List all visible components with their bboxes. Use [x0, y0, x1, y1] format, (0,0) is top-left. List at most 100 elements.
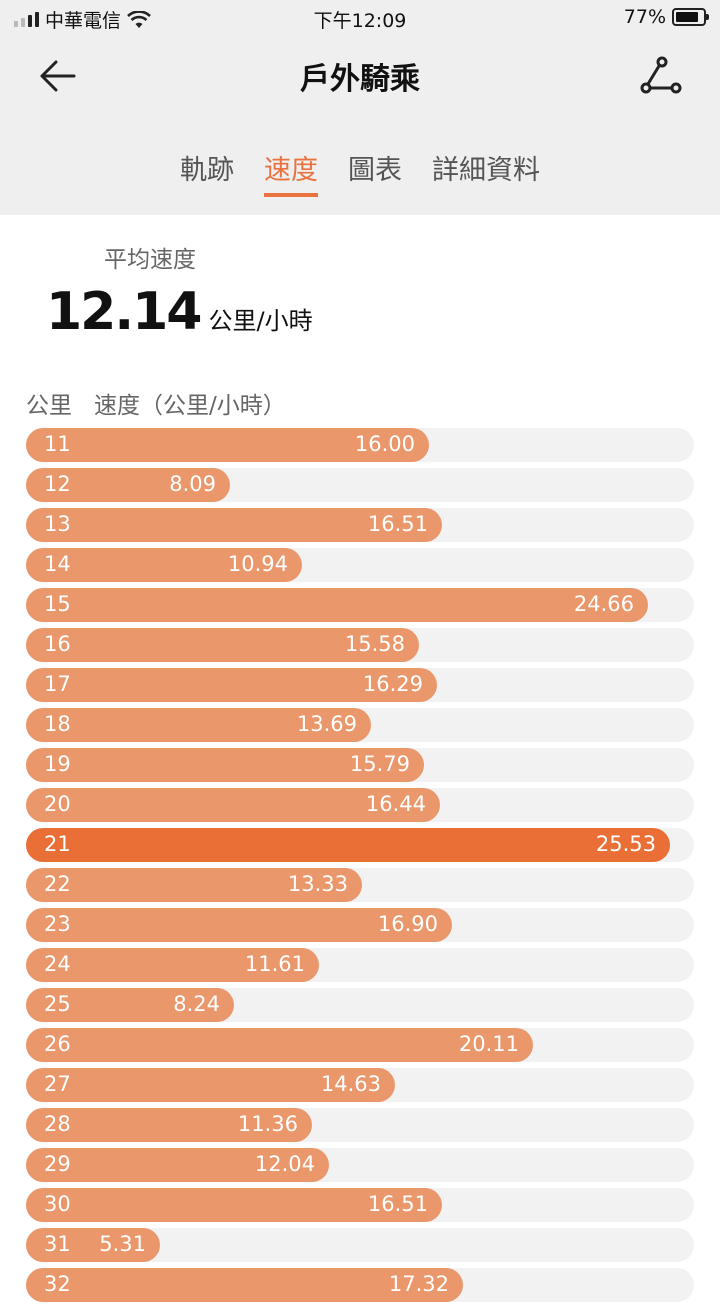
speed-bar: [26, 508, 442, 542]
km-label: 16: [44, 632, 71, 656]
speed-row[interactable]: 12 8.09: [26, 468, 694, 502]
speed-value: 25.53: [595, 832, 656, 856]
speed-value: 16.51: [367, 1192, 428, 1216]
speed-bar: [26, 1148, 329, 1182]
speed-value: 20.11: [458, 1032, 519, 1056]
speed-bar: [26, 788, 440, 822]
speed-value: 8.24: [173, 992, 220, 1016]
km-label: 23: [44, 912, 71, 936]
header: 中華電信 下午12:09 77% 戶外騎乘 軌跡 速度 圖表 詳細資料: [0, 0, 720, 215]
average-speed-value: 12.14: [46, 282, 202, 342]
speed-bar: [26, 1228, 160, 1262]
speed-bar: [26, 948, 319, 982]
speed-bar: [26, 1028, 533, 1062]
signal-icon: [14, 12, 39, 27]
speed-value: 16.90: [377, 912, 438, 936]
status-bar: 中華電信 下午12:09 77%: [0, 0, 720, 36]
speed-row[interactable]: 13 16.51: [26, 508, 694, 542]
km-label: 17: [44, 672, 71, 696]
battery-icon: [672, 8, 709, 26]
speed-row[interactable]: 27 14.63: [26, 1068, 694, 1102]
speed-value: 5.31: [99, 1232, 146, 1256]
tab-bar: 軌跡 速度 圖表 詳細資料: [0, 148, 720, 197]
speed-row[interactable]: 25 8.24: [26, 988, 694, 1022]
speed-bar: [26, 868, 362, 902]
km-label: 30: [44, 1192, 71, 1216]
speed-bar: [26, 588, 648, 622]
speed-row[interactable]: 32 17.32: [26, 1268, 694, 1302]
speed-bar: [26, 988, 234, 1022]
speed-row[interactable]: 31 5.31: [26, 1228, 694, 1262]
km-label: 18: [44, 712, 71, 736]
average-speed: 12.14 公里/小時: [46, 282, 313, 342]
km-label: 22: [44, 872, 71, 896]
speed-value: 16.29: [362, 672, 423, 696]
km-label: 32: [44, 1272, 71, 1296]
speed-bar: [26, 468, 230, 502]
speed-value: 13.33: [287, 872, 348, 896]
speed-row[interactable]: 23 16.90: [26, 908, 694, 942]
column-speed: 速度（公里/小時）: [94, 393, 286, 419]
speed-bar: [26, 668, 437, 702]
speed-value: 17.32: [388, 1272, 449, 1296]
speed-value: 24.66: [573, 592, 634, 616]
tab-details[interactable]: 詳細資料: [432, 155, 540, 186]
speed-bar: [26, 1068, 395, 1102]
speed-row[interactable]: 24 11.61: [26, 948, 694, 982]
back-arrow-icon[interactable]: [36, 54, 80, 98]
average-speed-unit: 公里/小時: [208, 307, 313, 335]
speed-row[interactable]: 15 24.66: [26, 588, 694, 622]
battery-percent: 77%: [623, 6, 666, 28]
speed-row[interactable]: 14 10.94: [26, 548, 694, 582]
speed-row[interactable]: 19 15.79: [26, 748, 694, 782]
tab-track[interactable]: 軌跡: [180, 155, 234, 186]
speed-bar: [26, 708, 371, 742]
km-label: 13: [44, 512, 71, 536]
speed-row[interactable]: 21 25.53: [26, 828, 694, 862]
clock: 下午12:09: [313, 10, 407, 32]
speed-bar: [26, 828, 670, 862]
km-label: 26: [44, 1032, 71, 1056]
km-label: 11: [44, 432, 71, 456]
column-km: 公里: [26, 393, 72, 419]
speed-value: 15.58: [344, 632, 405, 656]
speed-row[interactable]: 11 16.00: [26, 428, 694, 462]
tab-chart[interactable]: 圖表: [348, 155, 402, 186]
speed-row[interactable]: 18 13.69: [26, 708, 694, 742]
speed-row[interactable]: 16 15.58: [26, 628, 694, 662]
speed-bar: [26, 748, 424, 782]
speed-value: 14.63: [320, 1072, 381, 1096]
average-speed-label: 平均速度: [104, 247, 196, 273]
speed-row[interactable]: 29 12.04: [26, 1148, 694, 1182]
speed-value: 16.51: [367, 512, 428, 536]
speed-bar: [26, 908, 452, 942]
speed-row[interactable]: 22 13.33: [26, 868, 694, 902]
km-label: 14: [44, 552, 71, 576]
carrier-name: 中華電信: [45, 10, 122, 32]
km-label: 21: [44, 832, 71, 856]
km-label: 15: [44, 592, 71, 616]
speed-bar: [26, 428, 429, 462]
speed-value: 16.44: [365, 792, 426, 816]
route-share-icon[interactable]: [638, 52, 684, 98]
speed-value: 8.09: [169, 472, 216, 496]
split-list: 11 16.00 12 8.09 13 16.51 14 10.94 15 24.66 16 15.5…: [26, 428, 694, 1308]
km-label: 27: [44, 1072, 71, 1096]
speed-bar: [26, 1188, 442, 1222]
km-label: 19: [44, 752, 71, 776]
table-header: 公里 速度（公里/小時）: [26, 386, 286, 420]
km-label: 24: [44, 952, 71, 976]
speed-value: 16.00: [354, 432, 415, 456]
tab-speed[interactable]: 速度: [264, 148, 318, 197]
speed-row[interactable]: 26 20.11: [26, 1028, 694, 1062]
speed-row[interactable]: 30 16.51: [26, 1188, 694, 1222]
km-label: 25: [44, 992, 71, 1016]
speed-row[interactable]: 20 16.44: [26, 788, 694, 822]
speed-row[interactable]: 17 16.29: [26, 668, 694, 702]
speed-value: 12.04: [254, 1152, 315, 1176]
speed-bar: [26, 1108, 312, 1142]
speed-bar: [26, 628, 419, 662]
km-label: 29: [44, 1152, 71, 1176]
speed-row[interactable]: 28 11.36: [26, 1108, 694, 1142]
wifi-icon: [127, 10, 151, 28]
